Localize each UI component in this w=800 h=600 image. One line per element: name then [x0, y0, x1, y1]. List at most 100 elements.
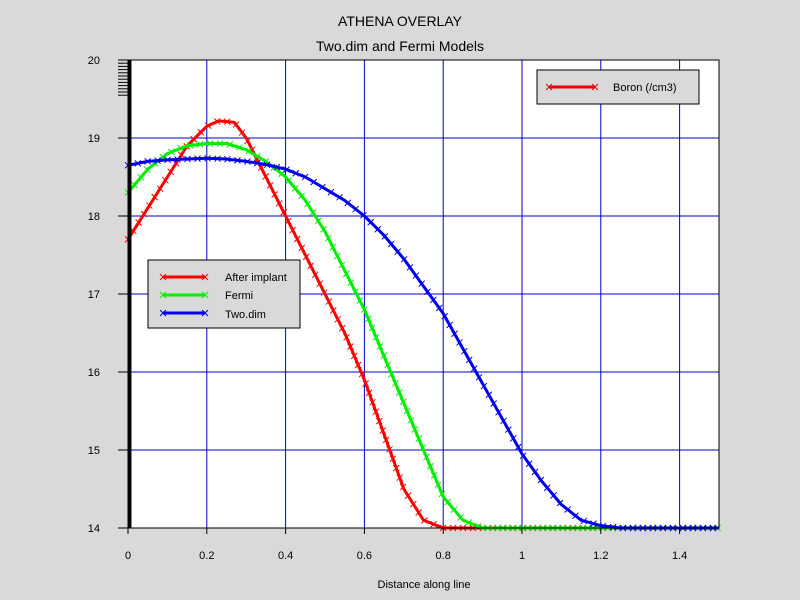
- y-tick-label: 20: [88, 55, 100, 67]
- data-point: [263, 161, 271, 169]
- data-point: [460, 347, 468, 355]
- data-point: [392, 379, 399, 387]
- y-tick-label: 14: [88, 523, 100, 535]
- data-point: [177, 144, 185, 152]
- data-point: [162, 176, 169, 184]
- data-point: [376, 343, 384, 350]
- data-point: [280, 208, 288, 216]
- data-point: [609, 523, 617, 531]
- data-point: [253, 159, 261, 167]
- data-point: [446, 321, 454, 329]
- data-point: [164, 156, 171, 164]
- data-point: [379, 427, 387, 434]
- data-point: [232, 121, 240, 128]
- data-point: [137, 173, 145, 181]
- data-point: [314, 217, 322, 225]
- legend-label-after-implant: After implant: [225, 272, 287, 284]
- data-point: [298, 244, 306, 252]
- data-point: [550, 492, 557, 499]
- data-point: [396, 474, 404, 481]
- data-point: [271, 191, 279, 198]
- data-point: [184, 155, 191, 163]
- data-point: [505, 426, 512, 434]
- data-point: [214, 155, 221, 163]
- data-point: [399, 398, 407, 406]
- data-point: [172, 159, 180, 167]
- data-point: [186, 142, 194, 149]
- data-point: [324, 234, 332, 242]
- data-point: [372, 333, 380, 341]
- data-point: [430, 520, 438, 528]
- data-point: [304, 200, 311, 208]
- data-point: [134, 160, 142, 167]
- data-point: [360, 211, 367, 219]
- data-point: [151, 193, 159, 201]
- data-point: [444, 498, 451, 506]
- data-point: [156, 185, 164, 193]
- data-point: [415, 435, 423, 442]
- data-point: [537, 476, 545, 484]
- data-point: [174, 156, 181, 163]
- data-point: [284, 217, 292, 225]
- legend-marker: [201, 273, 209, 281]
- data-point: [244, 158, 251, 165]
- data-point: [266, 182, 274, 189]
- tick-marks: [118, 59, 720, 534]
- y-tick-label: 19: [88, 133, 100, 145]
- data-point: [311, 271, 319, 279]
- series-fermi: [124, 140, 722, 532]
- data-point: [197, 128, 205, 136]
- data-point: [226, 141, 234, 148]
- y-tick-label: 17: [88, 289, 100, 301]
- data-point: [543, 484, 551, 492]
- data-point: [434, 481, 442, 489]
- data-point: [438, 490, 446, 498]
- data-point: [415, 509, 423, 516]
- data-point: [465, 519, 473, 526]
- data-point: [320, 289, 328, 296]
- data-point: [213, 118, 221, 125]
- data-point: [329, 307, 337, 314]
- data-point: [329, 243, 337, 251]
- tick-labels: 0 0.2 0.4 0.6 0.8 1 1.2 1.4 14 15 16 17 18 19 20: [88, 55, 687, 562]
- data-point: [283, 166, 290, 173]
- data-point: [204, 154, 211, 162]
- data-point: [374, 225, 382, 233]
- data-point: [387, 240, 395, 248]
- data-point: [275, 199, 283, 207]
- data-point: [327, 188, 335, 196]
- data-point: [316, 280, 324, 287]
- data-point: [375, 417, 383, 425]
- legend-marker: [159, 309, 167, 317]
- y-tick-label: 15: [88, 445, 100, 457]
- legend-label-boron: Boron (/cm3): [613, 82, 677, 94]
- data-point: [500, 417, 507, 425]
- x-tick-label: 0.2: [199, 550, 214, 562]
- data-point: [580, 517, 588, 525]
- data-point: [318, 183, 326, 191]
- legend-label-fermi: Fermi: [225, 290, 253, 302]
- data-point: [354, 361, 362, 369]
- data-point: [409, 500, 417, 508]
- data-point: [426, 462, 434, 470]
- y-tick-label: 18: [88, 211, 100, 223]
- series-group: [124, 60, 722, 532]
- data-point: [470, 365, 478, 372]
- data-point: [224, 155, 231, 163]
- data-point: [381, 233, 389, 240]
- data-point: [144, 158, 151, 165]
- data-point: [361, 306, 368, 313]
- data-point: [386, 445, 393, 453]
- x-tick-label: 1.2: [593, 550, 608, 562]
- data-point: [380, 352, 388, 360]
- data-point: [495, 408, 502, 416]
- data-point: [325, 298, 333, 305]
- data-point: [338, 261, 346, 269]
- data-point: [293, 235, 301, 243]
- data-point: [384, 361, 392, 369]
- data-point: [531, 468, 539, 476]
- data-point: [430, 296, 437, 304]
- data-point: [480, 382, 488, 390]
- data-point: [333, 252, 341, 260]
